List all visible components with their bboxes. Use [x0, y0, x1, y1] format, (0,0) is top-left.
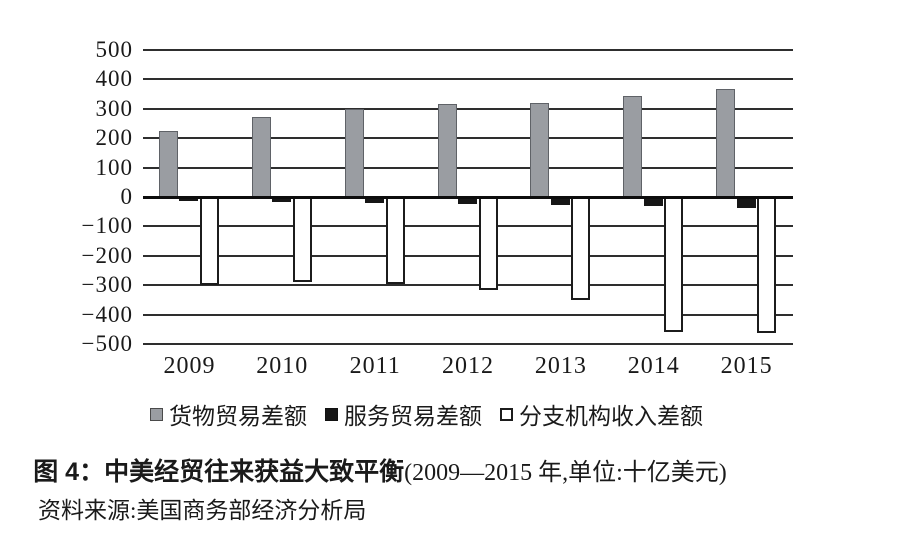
bar-2014-分支机构收入差额 [664, 197, 684, 332]
bar-2011-服务贸易差额 [365, 197, 385, 203]
bar-2015-服务贸易差额 [736, 197, 756, 208]
figure-title-main: 图 4：中美经贸往来获益大致平衡 [33, 458, 405, 486]
x-tick-label-2010: 2010 [256, 353, 309, 379]
bar-2009-服务贸易差额 [179, 197, 199, 201]
gridline--500 [143, 343, 793, 345]
gridline--400 [143, 313, 793, 316]
bar-2012-分支机构收入差额 [478, 197, 498, 291]
bar-2014-货物贸易差额 [623, 95, 643, 197]
gridline-400 [143, 78, 793, 81]
gridline--200 [143, 254, 793, 257]
bar-2015-分支机构收入差额 [757, 197, 777, 333]
x-tick-label-2009: 2009 [163, 353, 216, 379]
bar-2009-分支机构收入差额 [199, 197, 219, 286]
y-tick-label-100: 100 [95, 154, 133, 180]
bar-2013-服务贸易差额 [550, 197, 570, 205]
y-tick-label--200: −200 [81, 242, 133, 268]
bar-2010-分支机构收入差额 [292, 197, 312, 283]
y-tick-label--500: −500 [81, 331, 133, 356]
legend-label-branch-income: 分支机构收入差额 [519, 404, 703, 429]
figure-source: 资料来源:美国商务部经济分析局 [38, 498, 367, 523]
zero-axis-line [143, 195, 793, 199]
plot-area [143, 49, 793, 345]
y-tick-label--100: −100 [81, 213, 133, 239]
y-tick-label--300: −300 [81, 272, 133, 298]
x-axis: 2009 2010 2011 2012 2013 2014 2015 [143, 352, 793, 382]
y-tick-label-200: 200 [95, 125, 133, 151]
y-tick-label-300: 300 [95, 95, 133, 121]
y-tick-label-0: 0 [120, 184, 133, 209]
gridline--100 [143, 225, 793, 228]
bar-2015-货物贸易差额 [716, 89, 736, 197]
legend: 货物贸易差额 服务贸易差额 分支机构收入差额 [150, 397, 703, 431]
legend-label-goods: 货物贸易差额 [169, 404, 307, 429]
gridline-200 [143, 137, 793, 140]
x-tick-label-2011: 2011 [349, 353, 401, 379]
y-tick-label--400: −400 [81, 301, 133, 327]
figure-title: 图 4：中美经贸往来获益大致平衡(2009—2015 年,单位:十亿美元) [0, 452, 760, 488]
services-series-swatch-icon [325, 407, 338, 421]
gridline-500 [143, 49, 793, 51]
bar-2011-货物贸易差额 [344, 109, 364, 197]
x-tick-label-2013: 2013 [534, 353, 587, 379]
y-tick-label-500: 500 [95, 37, 133, 62]
bar-2011-分支机构收入差额 [385, 197, 405, 284]
branch-income-series-swatch-icon [500, 407, 513, 421]
legend-item-branch-income: 分支机构收入差额 [500, 397, 703, 431]
y-tick-label-400: 400 [95, 66, 133, 92]
legend-label-services: 服务贸易差额 [344, 404, 482, 429]
figure-title-note: (2009—2015 年,单位:十亿美元) [404, 460, 727, 486]
bar-2014-服务贸易差额 [643, 197, 663, 206]
gridline-300 [143, 107, 793, 110]
bar-2010-货物贸易差额 [251, 116, 271, 197]
x-tick-label-2015: 2015 [720, 353, 773, 379]
y-axis: 500 400 300 200 100 0 −100 −200 −300 −400 −500 [28, 37, 133, 356]
legend-item-services: 服务贸易差额 [325, 397, 482, 431]
goods-series-swatch-icon [150, 407, 163, 421]
bar-2012-货物贸易差额 [437, 104, 457, 197]
bar-2010-服务贸易差额 [272, 197, 292, 202]
bar-2012-服务贸易差额 [458, 197, 477, 204]
bar-2013-货物贸易差额 [530, 102, 550, 197]
x-tick-label-2014: 2014 [627, 353, 680, 379]
bar-2009-货物贸易差额 [158, 130, 178, 197]
gridline--300 [143, 284, 793, 287]
bar-2013-分支机构收入差额 [571, 197, 591, 301]
gridline-100 [143, 166, 793, 169]
x-tick-label-2012: 2012 [442, 353, 494, 379]
legend-item-goods: 货物贸易差额 [150, 397, 307, 431]
